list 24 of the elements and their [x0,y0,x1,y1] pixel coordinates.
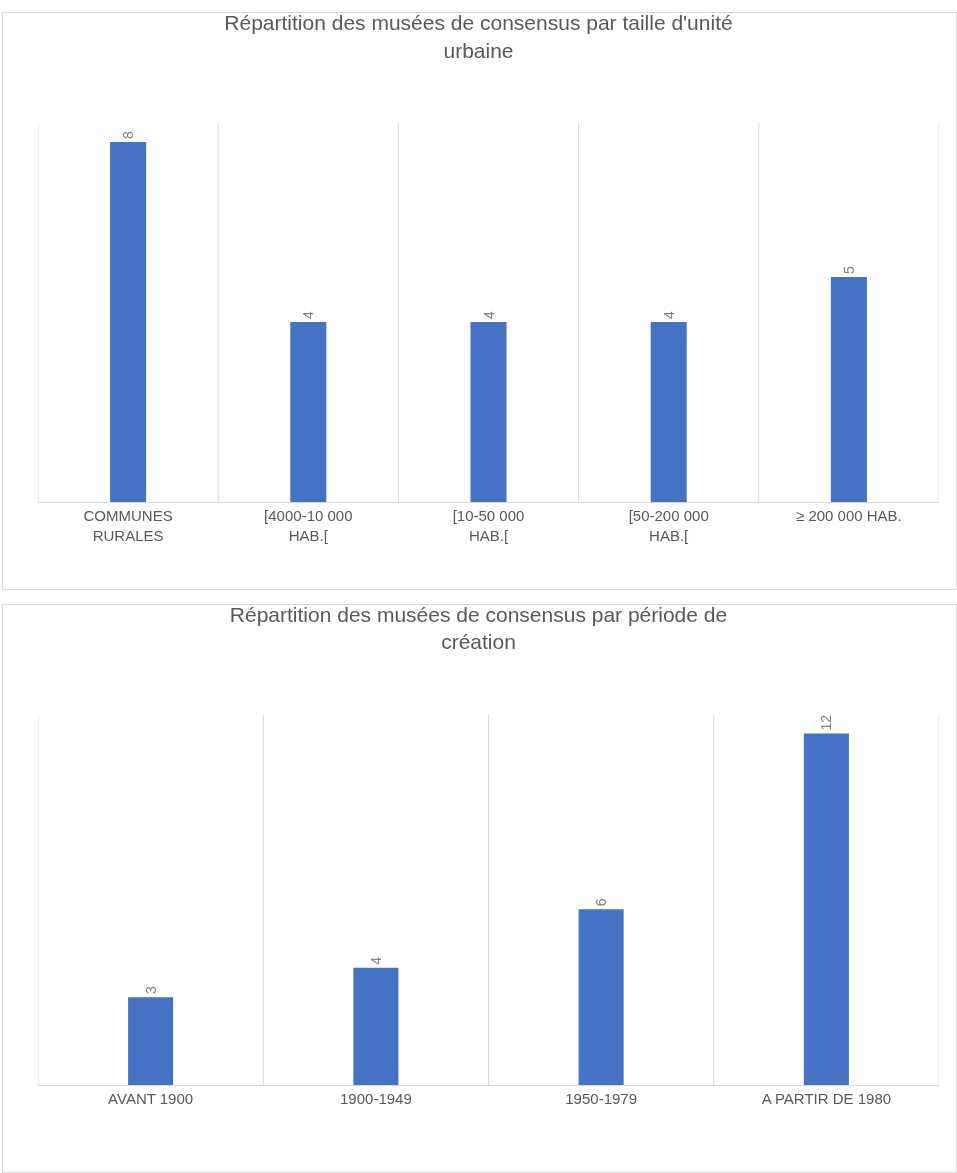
chart-title: Répartition des musées de consensus par période de création [229,602,728,654]
data-label: 3 [142,986,159,995]
data-label: 8 [120,130,137,139]
x-tick-label: [10-50 000 HAB.[ [452,507,525,544]
x-tick-label: COMMUNES RURALES [83,507,173,544]
data-label: 4 [660,310,677,319]
data-label: 5 [840,265,857,274]
data-label: 6 [593,898,610,907]
data-label: 12 [818,714,835,731]
x-tick-label: AVANT 1900 [108,1090,194,1107]
chart-title: Répartition des musées de consensus par taille d'unité urbaine [224,11,733,62]
x-tick-label: [4000-10 000 HAB.[ [264,507,353,544]
data-label: 4 [480,310,497,319]
x-tick-label: 1900-1949 [340,1090,412,1107]
bar [803,733,849,1085]
bar [578,909,624,1085]
bar [353,967,399,1085]
x-tick-label: ≥ 200 000 HAB. [795,507,902,524]
x-tick-label: 1950-1979 [565,1090,637,1107]
x-tick-label: A PARTIR DE 1980 [761,1090,892,1107]
bar [128,997,174,1085]
data-label: 4 [367,956,384,965]
data-label: 4 [300,310,317,319]
x-tick-label: [50-200 000 HAB.[ [628,507,709,544]
